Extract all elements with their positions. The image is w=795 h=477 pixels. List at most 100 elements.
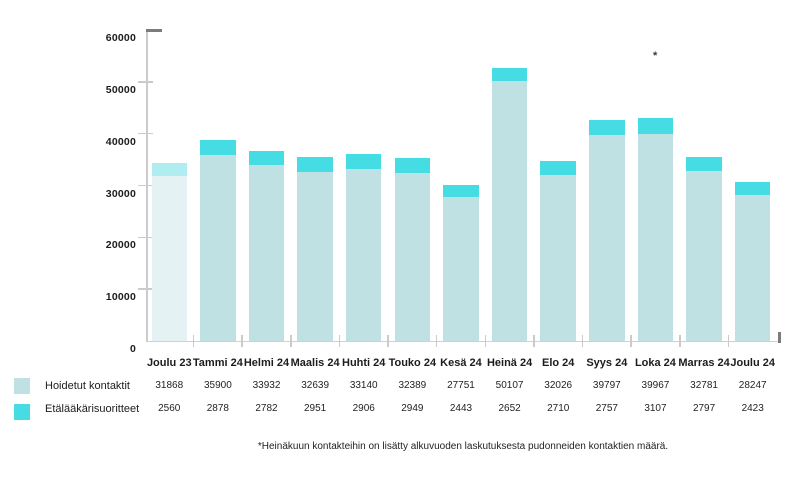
month-label: Marras 24 [678,357,730,369]
bar-segment-hoidetut-huhti-24 [345,169,382,341]
value-cell-hoidetut: 27751 [447,380,475,391]
bar-segment-etalaakari-loka-24 [637,117,674,134]
value-cell-etalaakari: 2949 [401,403,424,414]
value-cell-hoidetut: 35900 [203,380,232,391]
value-cell-etalaakari: 3107 [644,403,667,414]
month-label: Joulu 23 [146,357,192,369]
value-cell-etalaakari: 2560 [158,403,181,414]
y-axis-label: 10000 [105,291,136,304]
value-cell-hoidetut: 39797 [592,380,621,391]
bar-segment-etalaakari-joulu-23 [151,162,187,176]
legend-label-hoidetut-kontaktit: Hoidetut kontaktit [45,380,130,392]
x-axis-tick [241,335,243,347]
month-label: Heinä 24 [486,357,533,369]
bar-segment-hoidetut-kesä-24 [443,197,479,341]
bar-segment-hoidetut-touko-24 [394,173,431,341]
value-cell-etalaakari: 2797 [692,403,716,414]
bar-segment-hoidetut-heinä-24 [491,81,528,341]
value-cell-hoidetut: 32389 [398,380,427,391]
x-axis-tick [679,335,681,347]
bar-segment-etalaakari-marras-24 [686,156,722,172]
value-cell-etalaakari: 2443 [449,403,473,414]
y-axis-tick [138,132,153,135]
footnote: *Heinäkuun kontakteihin on lisätty alkuv… [257,441,669,452]
month-label: Helmi 24 [243,357,290,369]
x-axis-tick [290,335,292,347]
month-label: Touko 24 [388,357,437,369]
month-label: Elo 24 [542,357,575,369]
bar-segment-hoidetut-marras-24 [686,171,722,341]
x-axis-tick [581,335,584,347]
value-cell-etalaakari: 2423 [741,403,764,414]
value-cell-etalaakari: 2906 [352,403,375,414]
value-cell-etalaakari: 2652 [498,403,521,414]
bar-segment-hoidetut-syys-24 [589,134,625,341]
y-axis-label: 0 [129,343,136,355]
y-axis-label: 30000 [105,187,136,200]
value-cell-etalaakari: 2782 [255,403,278,414]
value-cell-hoidetut: 28247 [738,380,767,391]
bar-segment-etalaakari-huhti-24 [345,154,382,170]
bar-segment-hoidetut-maalis-24 [297,171,333,341]
legend-swatch-hoidetut-kontaktit [14,378,30,394]
bar-segment-etalaakari-maalis-24 [297,156,333,172]
x-axis-tick [630,335,632,347]
bar-segment-etalaakari-joulu-24 [734,182,771,195]
value-cell-hoidetut: 33932 [252,380,281,391]
bar-segment-etalaakari-syys-24 [589,120,625,135]
bar-segment-hoidetut-joulu-24 [734,194,771,341]
bar-segment-etalaakari-touko-24 [394,157,431,174]
bar-segment-etalaakari-elo-24 [540,160,576,175]
y-axis-label: 20000 [105,239,136,252]
x-axis-tick [533,335,535,347]
value-cell-hoidetut: 32781 [690,380,718,391]
month-label: Kesä 24 [440,357,482,369]
month-label: Joulu 24 [730,357,775,369]
x-axis-tick [484,335,487,347]
x-axis-end-cap [778,332,781,343]
x-axis-tick [727,335,730,347]
y-axis-tick [138,81,153,83]
x-axis-tick [192,335,195,347]
month-label: Huhti 24 [342,357,386,369]
bar-segment-etalaakari-heinä-24 [491,67,528,82]
bar-segment-hoidetut-elo-24 [540,175,576,341]
bar-segment-etalaakari-kesä-24 [443,184,479,198]
bar-segment-hoidetut-joulu-23 [151,175,187,341]
plot-area: 0 10000 20000 30000 40000 50000 60000 [106,29,781,355]
bar-segment-etalaakari-tammi-24 [200,140,236,155]
value-cell-etalaakari: 2878 [206,403,229,414]
value-cell-etalaakari: 2757 [595,403,618,414]
y-axis-tick [138,236,153,239]
month-label: Loka 24 [634,357,676,369]
month-label: Maalis 24 [290,357,340,369]
y-axis-top-cap [146,29,162,32]
month-label: Tammi 24 [192,357,243,369]
x-axis-tick [387,335,389,347]
bar-segment-hoidetut-loka-24 [637,133,674,341]
month-label: Syys 24 [586,357,628,369]
y-axis-label: 50000 [105,83,136,96]
x-axis-line [146,340,780,342]
value-cell-hoidetut: 33140 [349,380,378,391]
x-axis-tick [435,335,438,347]
bar-segment-etalaakari-helmi-24 [248,150,285,166]
x-axis-tick [338,335,341,347]
y-axis-tick [138,184,153,187]
y-axis-label: 60000 [105,32,136,44]
value-cell-hoidetut: 32026 [544,380,573,391]
y-axis-tick [138,288,153,290]
value-cell-hoidetut: 32639 [301,380,330,391]
annotation-asterisk: * [653,50,658,62]
value-cell-etalaakari: 2951 [303,403,327,414]
y-axis-label: 40000 [105,135,136,148]
legend-label-etalaakarisuoritteet: Etälääkärisuoritteet [45,403,140,415]
bar-segment-hoidetut-tammi-24 [200,154,236,341]
value-cell-hoidetut: 50107 [495,380,524,391]
value-cell-hoidetut: 39967 [641,380,670,391]
value-cell-hoidetut: 31868 [155,380,184,391]
bar-segment-hoidetut-helmi-24 [248,165,285,341]
legend-swatch-etalaakarisuoritteet [14,404,30,420]
value-cell-etalaakari: 2710 [547,403,570,414]
